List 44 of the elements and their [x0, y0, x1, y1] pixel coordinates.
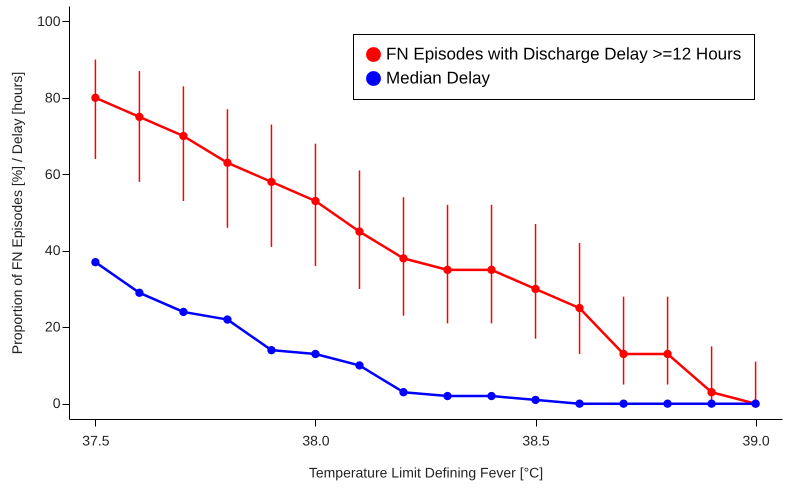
point: [135, 288, 144, 297]
y-tick-label: 0: [52, 395, 61, 412]
point: [575, 304, 584, 312]
point: [575, 400, 584, 408]
point: [355, 227, 364, 236]
point: [179, 308, 188, 316]
point: [663, 350, 672, 358]
point: [663, 400, 672, 408]
point: [355, 361, 364, 370]
point: [179, 132, 188, 140]
point: [311, 196, 320, 206]
point: [531, 396, 540, 404]
y-tick-label: 100: [37, 12, 61, 29]
y-tick-label: 60: [44, 166, 61, 182]
x-tick-label: 38.0: [302, 432, 330, 448]
point: [91, 94, 100, 102]
x-tick-label: 37.5: [82, 432, 110, 448]
x-tick-label: 39.0: [742, 432, 770, 448]
y-tick-label: 40: [44, 242, 61, 258]
x-tick-label: 38.5: [522, 432, 550, 448]
point: [443, 392, 452, 400]
point: [91, 258, 100, 266]
point: [443, 266, 452, 274]
point: [707, 388, 716, 396]
point: [135, 112, 144, 122]
point: [311, 350, 320, 358]
point: [267, 178, 276, 186]
y-tick-label: 80: [44, 89, 61, 106]
x-axis-title: Temperature Limit Defining Fever [°C]: [308, 464, 544, 480]
legend-label: Median Delay: [386, 68, 490, 88]
point: [399, 254, 408, 263]
point: [619, 350, 628, 358]
point: [223, 315, 232, 324]
y-tick-label: 20: [44, 318, 61, 335]
point: [399, 388, 408, 396]
point: [487, 266, 496, 274]
point: [223, 158, 232, 167]
legend-label: FN Episodes with Discharge Delay >=12 Hours: [386, 44, 742, 64]
point: [619, 400, 628, 408]
point: [267, 346, 276, 354]
point: [487, 392, 496, 400]
y-axis-title: Proportion of FN Episodes [%] / Delay [hours]: [9, 72, 26, 354]
point: [531, 284, 540, 294]
point: [707, 400, 716, 408]
